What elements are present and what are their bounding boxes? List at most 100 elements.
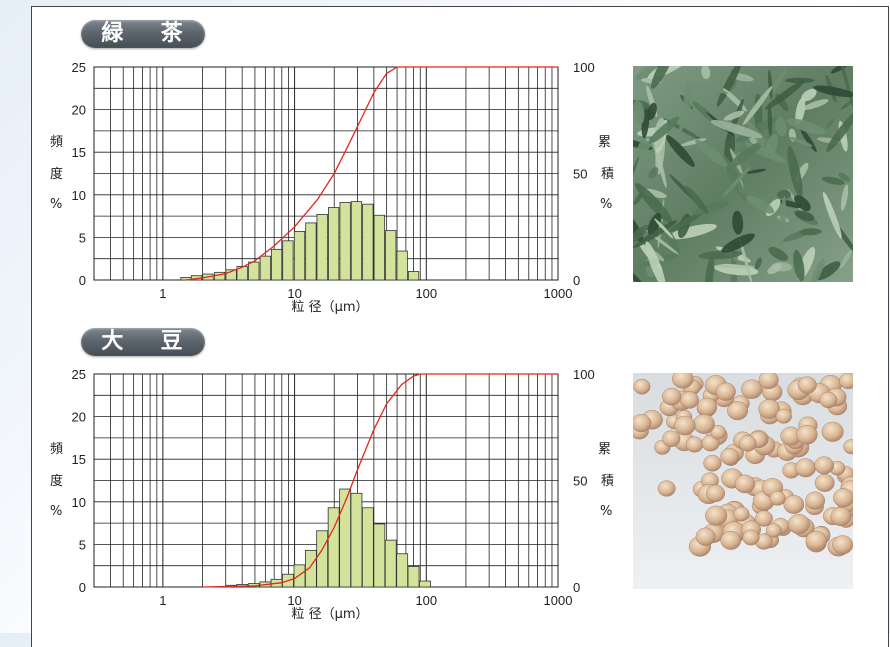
cumulative-curve <box>186 66 558 281</box>
histogram-bar <box>293 231 306 281</box>
soybean <box>783 495 805 514</box>
histogram-bar <box>396 553 409 588</box>
soybean <box>805 530 828 551</box>
tea-leaf <box>764 79 806 110</box>
tea-leaf <box>647 102 657 121</box>
histogram-bar <box>373 214 385 281</box>
tea-leaf <box>633 100 645 124</box>
tea-leaf <box>838 172 851 182</box>
chart-green-tea: 0 5 10 15 20 25 0 50 100 1 10 100 1000 粒 径（μm） 頻度% 累積% <box>50 60 614 315</box>
y-tick-label: 25 <box>72 367 86 382</box>
soybean <box>705 505 728 526</box>
tea-leaf <box>687 83 729 94</box>
section-title-char: 緑 <box>101 21 126 46</box>
tea-leaf <box>746 168 766 174</box>
tea-leaf <box>799 127 817 152</box>
tea-leaf <box>651 66 674 89</box>
soybean <box>754 510 773 527</box>
soybean <box>796 425 818 445</box>
tea-leaf <box>722 166 751 198</box>
y-axis-label-char: 頻 <box>50 442 63 457</box>
soybean <box>720 447 739 465</box>
soybean <box>814 473 835 492</box>
soybean-photo <box>633 373 853 589</box>
x-tick-label: 1 <box>159 593 166 608</box>
tea-leaf <box>799 228 822 236</box>
tea-leaf <box>635 182 674 225</box>
y-tick-label: 15 <box>72 145 86 160</box>
tea-leaf <box>665 135 695 167</box>
histogram-bar <box>407 566 420 588</box>
tea-leaf <box>698 250 743 260</box>
tea-leaf <box>745 119 777 160</box>
tea-leaf <box>767 105 773 137</box>
tea-leaf <box>633 224 649 247</box>
y2-tick-label: 0 <box>573 273 580 288</box>
histogram-bar <box>270 248 283 281</box>
y2-axis-label-char: % <box>600 197 612 212</box>
y-tick-label: 20 <box>72 103 86 118</box>
y-tick-label: 0 <box>79 273 86 288</box>
y2-axis-label-char: 積 <box>601 474 614 489</box>
tea-leaf <box>723 110 745 121</box>
x-axis-label: 粒 径（μm） <box>291 607 368 622</box>
soybean <box>765 523 782 538</box>
soybean <box>693 414 715 434</box>
histogram-bar <box>350 492 363 588</box>
chart-soybean: 0 5 10 15 20 25 0 50 100 1 10 100 1000 粒 径（μm） 頻度% 累積% <box>50 367 614 622</box>
soybean <box>706 484 726 502</box>
soybean <box>758 399 781 419</box>
tea-leaf <box>695 139 728 167</box>
y-tick-label: 0 <box>79 580 86 595</box>
soybean <box>839 373 853 390</box>
soybean <box>819 391 838 409</box>
tea-leaf <box>768 67 787 98</box>
histogram-bar <box>373 523 386 588</box>
tea-leaf <box>839 249 853 269</box>
cumulative-curve <box>202 373 558 588</box>
histogram-bar <box>362 203 374 281</box>
tea-leaf <box>787 145 803 199</box>
tea-leaf <box>802 99 829 110</box>
x-tick-label: 1 <box>159 286 166 301</box>
tea-leaf <box>713 264 755 269</box>
soybean <box>769 490 786 506</box>
y-tick-label: 10 <box>72 495 86 510</box>
y-axis-label-char: % <box>50 504 62 519</box>
soybean <box>662 387 682 406</box>
soybean <box>795 458 816 478</box>
tea-leaf <box>779 195 786 249</box>
soybean <box>685 436 704 453</box>
tea-leaf <box>784 77 815 84</box>
section-title-char: 豆 <box>160 329 185 354</box>
soybean <box>821 421 844 442</box>
y2-tick-label: 0 <box>573 580 580 595</box>
y2-tick-label: 100 <box>573 367 595 382</box>
soybean <box>633 378 651 395</box>
y2-axis-label-char: 累 <box>598 135 611 150</box>
soybean <box>833 488 853 508</box>
soybean <box>843 439 853 455</box>
tea-leaf <box>789 136 813 147</box>
tea-leaf <box>746 195 775 214</box>
soybean <box>738 435 757 452</box>
tea-leaf <box>647 212 662 236</box>
y-axis-label-char: 度 <box>50 166 63 182</box>
section-title-badge: 緑 茶 <box>81 20 205 48</box>
histogram-bar <box>327 507 340 588</box>
tea-leaf <box>767 263 782 275</box>
tea-leaf <box>768 246 789 261</box>
y-tick-label: 20 <box>72 410 86 425</box>
soybean <box>741 379 763 399</box>
green-tea-photo <box>633 66 853 282</box>
soybean <box>695 527 716 546</box>
tea-leaf <box>815 261 841 281</box>
soybean <box>733 506 750 522</box>
histogram-bar <box>282 240 294 281</box>
histogram-bar <box>236 265 248 281</box>
tea-leaf <box>732 210 744 235</box>
tea-leaf <box>775 117 787 137</box>
soybean <box>787 514 810 535</box>
soybean <box>742 529 760 546</box>
tea-leaf <box>633 156 640 187</box>
